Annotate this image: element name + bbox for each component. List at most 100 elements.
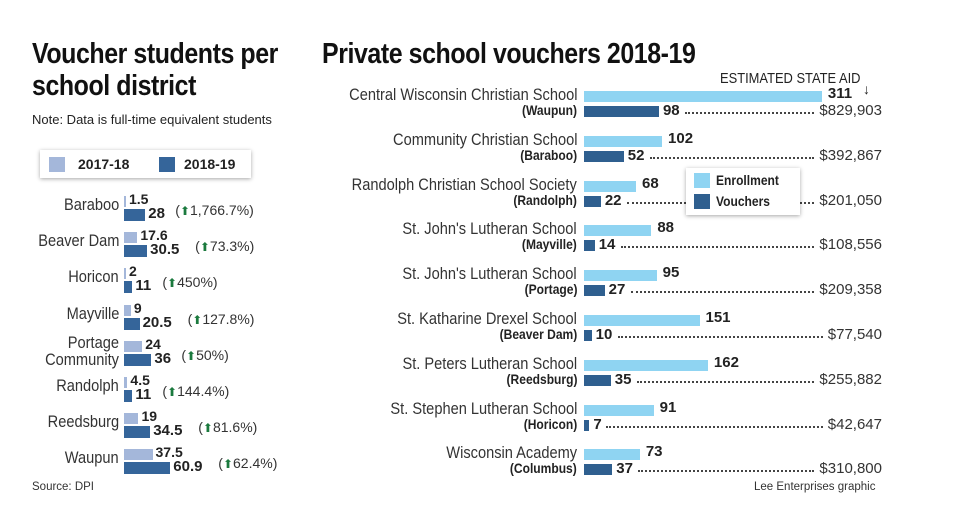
change-label: (⬆50%)	[181, 346, 229, 363]
state-aid-value: $392,867	[819, 146, 882, 164]
legend-swatch-2017-18	[49, 157, 65, 172]
school-name: St. Peters Lutheran School	[374, 354, 577, 374]
district-label: Randolph	[46, 377, 119, 394]
school-city-text: (Mayville)	[522, 236, 577, 253]
bar-2018-19	[124, 426, 151, 439]
vouchers-value: 22	[604, 191, 622, 209]
vouchers-value: 37	[616, 460, 633, 478]
bar-enrollment	[584, 225, 652, 237]
district-name: Mayville	[66, 303, 119, 323]
school-city: (Baraboo)	[511, 147, 577, 163]
bar-vouchers	[584, 464, 613, 476]
bar-enrollment	[584, 135, 663, 147]
school-city: (Beaver Dam)	[487, 326, 577, 342]
school-name: Randolph Christian School Society	[315, 175, 577, 195]
school-city: (Mayville)	[513, 236, 577, 252]
legend-swatch-enrollment	[694, 173, 710, 188]
change-label: (⬆73.3%)	[195, 238, 255, 255]
district-label: Baraboo	[55, 196, 119, 213]
school-city: (Columbus)	[499, 460, 577, 476]
school-name-text: St. Stephen Lutheran School	[390, 398, 577, 418]
enrollment-value: 162	[713, 353, 739, 371]
district-name: Randolph	[56, 376, 119, 395]
value-2017-18: 37.5	[155, 444, 183, 461]
bar-2018-19	[124, 245, 148, 258]
up-arrow-icon: ⬆	[222, 457, 234, 472]
state-aid-value: $77,540	[827, 326, 882, 343]
bar-enrollment	[584, 404, 654, 416]
school-city-text: (Randolph)	[513, 191, 577, 208]
bar-2017-18	[124, 340, 143, 352]
district-name: Portage Community	[45, 332, 119, 369]
district-label: Horicon	[60, 268, 119, 285]
state-aid-value: $255,882	[819, 370, 882, 388]
district-name: Waupun	[65, 448, 119, 468]
district-label: Waupun	[56, 449, 119, 466]
bar-2017-18	[124, 304, 131, 316]
change-value: 81.6%	[212, 419, 253, 436]
bar-2018-19	[124, 281, 133, 294]
value-2017-18: 4.5	[130, 372, 150, 388]
school-city-text: (Baraboo)	[520, 146, 577, 163]
school-name-text: St. Peters Lutheran School	[402, 353, 577, 373]
bar-vouchers	[584, 240, 595, 252]
leader-line	[620, 246, 815, 249]
state-aid-value: $209,358	[819, 281, 882, 299]
up-arrow-icon: ⬆	[167, 276, 178, 291]
district-label: Portage Community	[9, 334, 119, 368]
value-2018-19: 20.5	[142, 313, 172, 331]
school-city: (Waupun)	[513, 102, 577, 118]
change-label: (⬆144.4%)	[162, 383, 230, 399]
district-label: Reedsburg	[36, 413, 119, 430]
value-2018-19: 28	[148, 205, 165, 222]
state-aid-value: $201,050	[819, 191, 882, 209]
legend-label: 2018-19	[184, 156, 236, 172]
leader-line	[606, 425, 823, 428]
credit-note: Lee Enterprises graphic	[754, 481, 876, 493]
change-label: (⬆81.6%)	[198, 419, 258, 436]
change-value: 144.4%	[177, 383, 225, 399]
school-city-text: (Horicon)	[523, 415, 577, 432]
source-note: Source: DPI	[32, 481, 94, 493]
bar-enrollment	[584, 315, 700, 326]
legend-swatch-vouchers	[694, 194, 710, 209]
change-label: (⬆450%)	[162, 274, 218, 291]
school-name: St. Stephen Lutheran School	[360, 399, 577, 419]
leader-line	[684, 112, 815, 114]
bar-enrollment	[584, 359, 708, 371]
vouchers-value: 52	[627, 146, 645, 164]
state-aid-value: $42,647	[827, 415, 882, 433]
legend-label: Enrollment	[716, 172, 779, 188]
school-city-text: (Beaver Dam)	[499, 326, 577, 342]
bar-enrollment	[584, 270, 657, 282]
value-2017-18: 19	[141, 408, 158, 425]
school-name-text: Randolph Christian School Society	[351, 174, 577, 194]
up-arrow-icon: ⬆	[167, 385, 178, 399]
enrollment-value: 311	[827, 85, 853, 102]
bar-enrollment	[584, 449, 640, 461]
bar-2017-18	[124, 413, 139, 425]
vouchers-value: 35	[614, 370, 632, 388]
right-legend: Enrollment Vouchers	[686, 168, 800, 215]
bar-vouchers	[584, 106, 659, 117]
aid-header: ESTIMATED STATE AID	[720, 70, 861, 87]
up-arrow-icon: ⬆	[202, 421, 213, 436]
vouchers-value: 27	[608, 281, 626, 299]
enrollment-value: 68	[642, 174, 659, 192]
enrollment-value: 151	[705, 309, 731, 326]
school-name: Wisconsin Academy	[425, 443, 577, 463]
legend-label: Vouchers	[716, 193, 770, 209]
enrollment-value: 91	[659, 398, 677, 416]
bar-enrollment	[584, 180, 637, 192]
school-city: (Portage)	[516, 281, 577, 297]
up-arrow-icon: ⬆	[192, 312, 203, 327]
bar-vouchers	[584, 330, 592, 341]
bar-vouchers	[584, 150, 624, 162]
change-label: (⬆1,766.7%)	[175, 202, 254, 218]
leader-line	[649, 156, 815, 159]
enrollment-value: 95	[662, 264, 680, 282]
district-label: Mayville	[58, 305, 119, 322]
change-value: 450%	[177, 274, 213, 291]
school-city: (Randolph)	[503, 192, 577, 208]
